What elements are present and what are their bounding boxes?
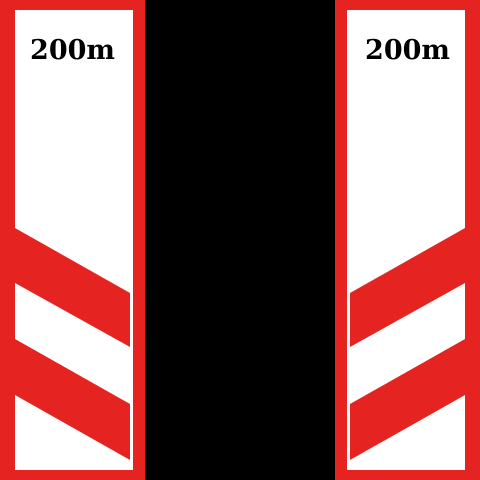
left-sign-graphic: [0, 0, 145, 480]
left-sign-stripe-upper: [15, 228, 130, 347]
right-sign-graphic: [335, 0, 480, 480]
right-sign-stripe-lower: [350, 339, 465, 460]
right-distance-sign: 200m: [335, 0, 480, 480]
left-distance-sign: 200m: [0, 0, 145, 480]
left-sign-stripe-lower: [15, 339, 130, 460]
right-sign-distance-label: 200m: [365, 35, 450, 66]
left-sign-distance-label: 200m: [30, 35, 115, 66]
right-sign-stripe-upper: [350, 228, 465, 347]
